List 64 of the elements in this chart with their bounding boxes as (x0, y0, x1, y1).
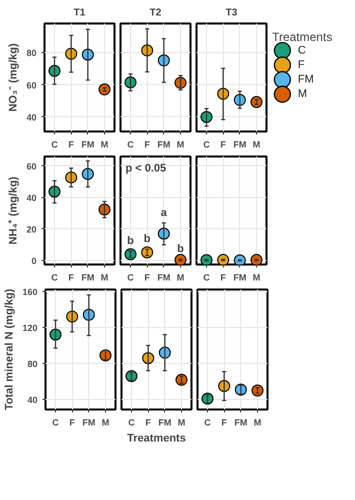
annotation: b (177, 243, 184, 256)
x-tick-label: FM (81, 140, 94, 150)
x-tick-label: FM (234, 418, 248, 428)
x-tick-label: C (51, 140, 58, 150)
x-tick-label: F (144, 272, 150, 282)
chart-title: T3 (226, 8, 238, 18)
y-tick-label: 160 (22, 286, 38, 297)
x-tick-label: M (254, 418, 262, 428)
x-tick-label: M (100, 272, 108, 282)
x-tick-label: FM (157, 140, 170, 150)
x-tick-label: F (145, 418, 152, 428)
x-tick-label: C (127, 272, 134, 282)
x-tick-label: C (52, 418, 60, 428)
y-tick-label: 60 (26, 161, 37, 172)
x-tick-label: FM (82, 418, 96, 428)
legend-label: F (298, 59, 305, 72)
x-tick-label: C (51, 272, 58, 282)
x-tick-label: M (176, 272, 184, 282)
x-tick-label: C (203, 272, 210, 282)
x-tick-label: M (178, 418, 186, 428)
y-tick-label: 40 (26, 192, 37, 203)
x-tick-label: M (176, 140, 184, 150)
y-tick-label: 0 (31, 256, 37, 266)
y-tick-label: 20 (26, 224, 37, 234)
y-tick-label: 80 (27, 358, 38, 369)
x-tick-label: M (252, 140, 260, 150)
x-tick-label: M (100, 140, 108, 150)
y-tick-label: 60 (26, 80, 37, 90)
x-tick-label: F (144, 140, 150, 150)
x-tick-label: FM (233, 272, 246, 282)
legend-label: FM (298, 74, 314, 86)
y-axis-title: NO₃⁻ (mg/kg) (7, 42, 20, 112)
x-tick-label: C (127, 140, 134, 150)
x-tick-label: F (68, 272, 74, 282)
x-tick-label: FM (158, 418, 172, 428)
y-tick-label: 80 (26, 48, 37, 58)
legend-label: C (298, 44, 306, 57)
x-tick-label: M (252, 272, 260, 282)
annotation: b (127, 235, 134, 248)
x-tick-label: F (69, 418, 76, 428)
x-tick-label: C (128, 418, 136, 428)
y-tick-label: 40 (26, 112, 37, 122)
y-tick-label: 40 (27, 395, 38, 406)
y-tick-label: 120 (22, 322, 38, 333)
legend-title: Treatments (272, 30, 332, 44)
x-tick-label: FM (157, 272, 170, 282)
x-tick-label: C (203, 140, 210, 150)
x-tick-label: FM (81, 272, 94, 282)
annotation: a (160, 206, 168, 219)
x-tick-label: F (220, 272, 226, 282)
y-axis-title: Total mineral N (mg/kg) (3, 288, 16, 410)
chart-title: T2 (150, 8, 162, 18)
chart-title: T1 (74, 8, 86, 18)
annotation: p < 0.05 (126, 162, 166, 174)
x-tick-label: FM (233, 140, 246, 150)
x-tick-label: F (221, 418, 228, 428)
x-tick-label: M (102, 418, 110, 428)
x-tick-label: F (220, 140, 226, 150)
y-axis-title: NH₄⁺ (mg/kg) (7, 176, 20, 244)
legend-label: M (298, 88, 308, 100)
x-tick-label: C (204, 418, 212, 428)
annotation: b (144, 233, 151, 246)
x-tick-label: F (68, 140, 74, 150)
x-axis-title: Treatments (127, 432, 186, 444)
